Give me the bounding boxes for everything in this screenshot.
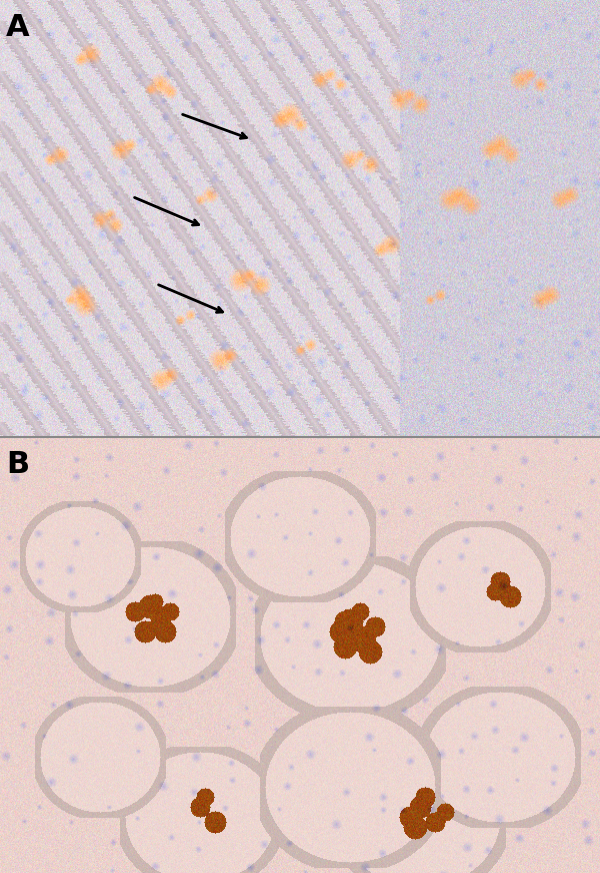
Text: A: A [6, 13, 29, 42]
Text: B: B [6, 450, 29, 478]
